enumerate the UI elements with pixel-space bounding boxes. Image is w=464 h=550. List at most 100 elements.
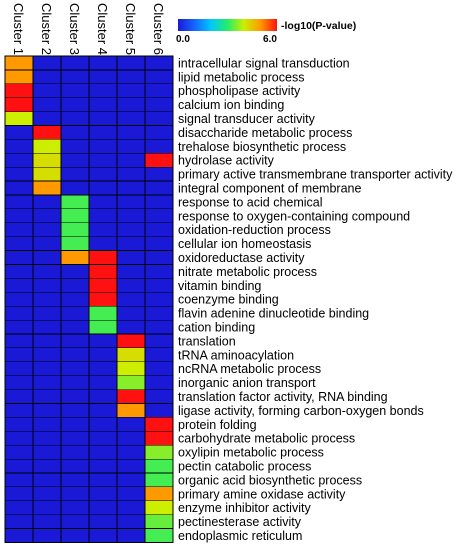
heatmap-cell xyxy=(144,528,174,543)
heatmap-cell xyxy=(116,486,146,502)
heatmap-cell xyxy=(116,236,146,251)
column-label: Cluster 5 xyxy=(123,3,138,55)
row-label: inorganic anion transport xyxy=(178,376,316,390)
heatmap-cell xyxy=(32,444,62,460)
heatmap-cell xyxy=(116,528,146,543)
heatmap-cell xyxy=(116,278,146,293)
heatmap-cell xyxy=(88,166,118,182)
row-label: oxidoreductase activity xyxy=(178,251,305,265)
heatmap-cell xyxy=(60,333,90,349)
heatmap-cell xyxy=(60,139,90,154)
row-label: coenzyme binding xyxy=(178,293,279,307)
heatmap-cell xyxy=(32,389,62,404)
heatmap-cell xyxy=(32,486,62,502)
heatmap-cell xyxy=(60,305,90,321)
heatmap-cell xyxy=(32,55,62,71)
heatmap-cell xyxy=(60,319,90,335)
heatmap-cell xyxy=(4,361,34,377)
heatmap-cell xyxy=(144,500,174,516)
heatmap-cell xyxy=(4,111,34,126)
heatmap-cell xyxy=(144,139,174,154)
heatmap-cell xyxy=(144,97,174,112)
heatmap-cell xyxy=(116,514,146,529)
row-label: cation binding xyxy=(178,320,255,334)
heatmap-cell xyxy=(32,278,62,293)
heatmap-cell xyxy=(32,305,62,321)
heatmap-cell xyxy=(144,166,174,182)
heatmap-cell xyxy=(88,278,118,293)
heatmap-cell xyxy=(32,319,62,335)
heatmap-cell xyxy=(32,152,62,168)
heatmap-cell xyxy=(88,291,118,307)
heatmap-cell xyxy=(4,69,34,85)
heatmap-cell xyxy=(88,152,118,168)
row-label: response to acid chemical xyxy=(178,195,323,209)
colorbar-title: -log10(P-value) xyxy=(281,20,356,32)
heatmap-cell xyxy=(144,514,174,529)
heatmap-cell xyxy=(88,208,118,224)
heatmap-cell xyxy=(4,472,34,488)
row-label: ligase activity, forming carbon-oxygen b… xyxy=(178,404,424,418)
heatmap-cell xyxy=(60,111,90,126)
heatmap-cell xyxy=(144,305,174,321)
heatmap-cell xyxy=(32,417,62,432)
heatmap-cell xyxy=(60,444,90,460)
heatmap-cell xyxy=(88,250,118,265)
heatmap-cell xyxy=(88,125,118,140)
heatmap-cell xyxy=(88,111,118,126)
colorbar-min-label: 0.0 xyxy=(176,34,190,45)
heatmap-cell xyxy=(88,430,118,446)
heatmap-cell xyxy=(144,389,174,404)
heatmap-cell xyxy=(116,472,146,488)
heatmap-cell xyxy=(60,152,90,168)
heatmap-cell xyxy=(144,319,174,335)
heatmap-cell xyxy=(144,472,174,488)
heatmap-cell xyxy=(144,208,174,224)
heatmap-cell xyxy=(60,528,90,543)
row-label: pectin catabolic process xyxy=(178,459,311,473)
heatmap-cell xyxy=(4,514,34,529)
heatmap-cell xyxy=(32,500,62,516)
row-label: hydrolase activity xyxy=(178,154,275,168)
heatmap-cell xyxy=(144,417,174,432)
heatmap-cell xyxy=(32,375,62,390)
row-label: ncRNA metabolic process xyxy=(178,362,321,376)
heatmap-cell xyxy=(116,222,146,238)
row-label: oxylipin metabolic process xyxy=(178,446,324,460)
heatmap-cell xyxy=(4,264,34,279)
heatmap-cell xyxy=(4,430,34,446)
heatmap-cell xyxy=(116,97,146,112)
heatmap-cell xyxy=(116,83,146,99)
row-label: nitrate metabolic process xyxy=(178,265,317,279)
heatmap-cell xyxy=(60,208,90,224)
heatmap-cell xyxy=(32,430,62,446)
heatmap-cells xyxy=(4,55,174,543)
heatmap-cell xyxy=(88,486,118,502)
heatmap-cell xyxy=(116,444,146,460)
row-label: calcium ion binding xyxy=(178,98,284,112)
row-label: phospholipase activity xyxy=(178,84,301,98)
row-label: endoplasmic reticulum xyxy=(178,529,302,543)
heatmap-cell xyxy=(88,347,118,363)
heatmap-cell xyxy=(116,55,146,71)
heatmap-cell xyxy=(32,69,62,85)
heatmap-cell xyxy=(116,403,146,418)
heatmap-cell xyxy=(60,83,90,99)
heatmap-cell xyxy=(60,166,90,182)
heatmap-cell xyxy=(32,361,62,377)
heatmap-cell xyxy=(60,69,90,85)
heatmap-cell xyxy=(88,97,118,112)
heatmap-cell xyxy=(88,417,118,432)
row-label: intracellular signal transduction xyxy=(178,56,350,70)
colorbar-legend: 0.0 6.0 -log10(P-value) xyxy=(176,19,356,45)
heatmap-cell xyxy=(144,111,174,126)
heatmap-cell xyxy=(88,319,118,335)
heatmap-cell xyxy=(32,472,62,488)
heatmap-cell xyxy=(32,208,62,224)
heatmap-cell xyxy=(116,333,146,349)
heatmap-cell xyxy=(4,528,34,543)
heatmap-cell xyxy=(4,208,34,224)
column-label: Cluster 1 xyxy=(11,3,26,55)
row-label: protein folding xyxy=(178,418,257,432)
